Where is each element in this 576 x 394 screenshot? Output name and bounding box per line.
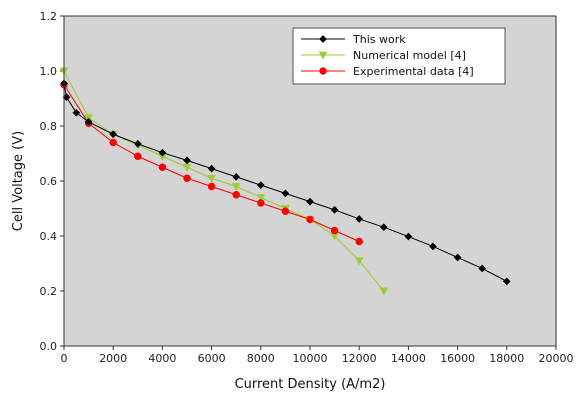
data-point bbox=[453, 253, 462, 262]
x-tick-label: 8000 bbox=[247, 352, 275, 365]
series-diamond bbox=[60, 79, 511, 286]
data-point bbox=[281, 207, 290, 215]
data-point bbox=[158, 148, 167, 157]
data-point bbox=[404, 232, 413, 241]
y-tick-label: 0.6 bbox=[40, 175, 58, 188]
y-tick-label: 0.2 bbox=[40, 285, 58, 298]
x-tick-label: 2000 bbox=[99, 352, 127, 365]
data-point bbox=[256, 194, 266, 202]
legend-label: Experimental data [4] bbox=[353, 65, 474, 78]
legend-marker bbox=[318, 51, 328, 60]
y-tick-label: 0.8 bbox=[40, 120, 58, 133]
data-point bbox=[133, 140, 142, 148]
data-point bbox=[478, 264, 487, 273]
legend-label: Numerical model [4] bbox=[353, 49, 466, 62]
data-point bbox=[379, 223, 388, 232]
y-tick-label: 0.4 bbox=[40, 230, 58, 243]
data-point bbox=[183, 156, 191, 165]
data-series bbox=[59, 67, 511, 296]
data-point bbox=[182, 163, 192, 172]
data-point bbox=[355, 215, 364, 223]
data-point bbox=[207, 164, 216, 173]
data-point bbox=[257, 199, 265, 207]
x-tick-label: 6000 bbox=[198, 352, 226, 365]
legend-label: This work bbox=[352, 33, 406, 46]
data-point bbox=[72, 108, 81, 117]
x-tick-label: 10000 bbox=[293, 352, 328, 365]
plot-frame bbox=[63, 15, 557, 347]
data-point bbox=[232, 191, 240, 199]
data-point bbox=[281, 189, 290, 198]
axis-ticks: 0 2000 4000 6000 8000 10000 12000 14000 16000 180… bbox=[40, 10, 574, 365]
data-point bbox=[207, 182, 216, 191]
y-axis-title: Cell Voltage (V) bbox=[11, 131, 26, 231]
x-tick-label: 20000 bbox=[539, 352, 574, 365]
x-tick-label: 12000 bbox=[342, 352, 377, 365]
data-point bbox=[84, 118, 93, 126]
data-point bbox=[379, 287, 389, 296]
data-point bbox=[109, 138, 117, 147]
data-point bbox=[330, 206, 339, 214]
y-tick-label: 1.2 bbox=[40, 10, 58, 23]
data-point bbox=[306, 215, 314, 224]
data-point bbox=[306, 197, 314, 206]
data-point bbox=[355, 237, 363, 246]
data-point bbox=[354, 257, 364, 266]
data-point bbox=[207, 174, 216, 183]
legend: This work Numerical model [4] Experimental… bbox=[292, 27, 506, 85]
x-axis-title: Current Density (A/m2) bbox=[235, 377, 386, 392]
legend-box bbox=[292, 27, 506, 85]
x-tick-label: 16000 bbox=[440, 352, 475, 365]
data-point bbox=[429, 242, 437, 251]
data-point bbox=[256, 181, 265, 189]
y-tick-label: 1.0 bbox=[40, 65, 58, 78]
data-point bbox=[502, 277, 511, 286]
x-tick-label: 0 bbox=[61, 352, 68, 365]
x-tick-label: 4000 bbox=[148, 352, 176, 365]
x-tick-label: 14000 bbox=[391, 352, 426, 365]
data-point bbox=[330, 226, 339, 235]
data-point bbox=[232, 173, 241, 181]
data-point bbox=[183, 174, 191, 182]
legend-marker bbox=[319, 35, 327, 43]
y-tick-label: 0.0 bbox=[40, 340, 58, 353]
data-point bbox=[158, 163, 167, 171]
data-point bbox=[134, 152, 142, 160]
data-point bbox=[231, 183, 241, 191]
x-tick-label: 18000 bbox=[489, 352, 524, 365]
legend-marker bbox=[319, 67, 327, 75]
data-point bbox=[109, 130, 118, 139]
